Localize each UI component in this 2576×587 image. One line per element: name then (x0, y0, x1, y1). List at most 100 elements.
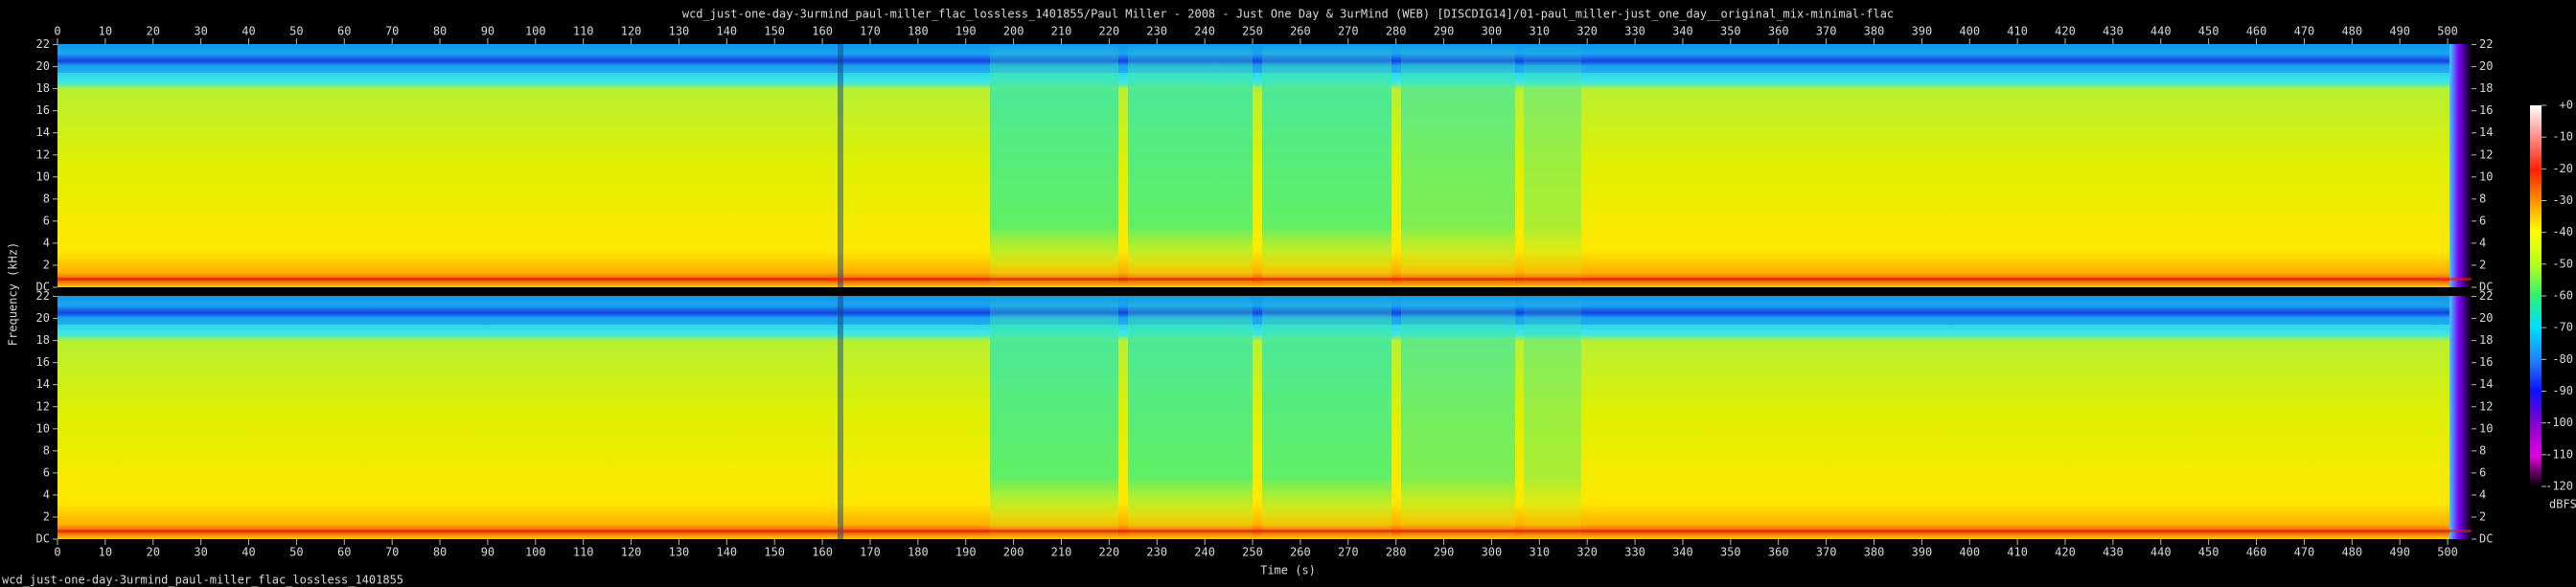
x-tick-label: 40 (242, 546, 255, 559)
x-tick-label: 70 (385, 25, 399, 38)
y-tick-label: 8 (2479, 443, 2486, 457)
y-tick-label: 20 (36, 59, 50, 73)
x-tick-label: 90 (481, 546, 494, 559)
x-tick-label: 70 (385, 546, 399, 559)
x-tick-label: 200 (1003, 25, 1024, 38)
x-tick-label: 290 (1434, 25, 1455, 38)
x-tick-label: 210 (1051, 25, 1072, 38)
colorbar-label: dBFS (2549, 498, 2576, 511)
x-tick-label: 400 (1959, 546, 1980, 559)
x-tick-label: 80 (433, 546, 447, 559)
y-tick-label: 4 (2479, 487, 2486, 501)
x-tick-label: 320 (1576, 25, 1598, 38)
colorbar-tick-label: -30 (2552, 193, 2573, 207)
y-tick-label: 10 (2479, 421, 2493, 435)
y-tick-label: 22 (36, 289, 50, 303)
x-tick-label: 440 (2150, 25, 2172, 38)
x-tick-label: 380 (1864, 546, 1885, 559)
x-tick-label: 490 (2389, 25, 2410, 38)
x-tick-label: 240 (1194, 546, 1215, 559)
y-tick-label: 14 (2479, 377, 2493, 391)
x-tick-label: 60 (337, 546, 351, 559)
x-tick-label: 100 (525, 25, 546, 38)
x-tick-label: 360 (1768, 546, 1789, 559)
x-tick-label: 260 (1290, 25, 1311, 38)
y-tick-label: 2 (43, 258, 50, 271)
x-tick-label: 120 (621, 546, 642, 559)
x-tick-label: 300 (1482, 25, 1503, 38)
x-tick-label: 180 (908, 25, 929, 38)
x-tick-label: 50 (289, 546, 303, 559)
y-tick-label: 18 (36, 81, 50, 95)
colorbar (2530, 105, 2542, 486)
y-tick-label: 12 (2479, 399, 2493, 413)
y-tick-label: 6 (43, 214, 50, 227)
x-tick-label: 180 (908, 546, 929, 559)
colorbar-tick-label: -90 (2552, 384, 2573, 397)
x-tick-label: 140 (716, 546, 737, 559)
y-tick-label: 14 (36, 125, 50, 139)
y-tick-label: 20 (36, 311, 50, 325)
x-tick-label: 450 (2198, 546, 2220, 559)
y-tick-label: 18 (2479, 333, 2493, 347)
x-tick-label: 100 (525, 546, 546, 559)
colorbar-tick-label: -70 (2552, 321, 2573, 334)
y-tick-label: DC (2479, 532, 2493, 546)
x-tick-label: 430 (2103, 25, 2124, 38)
x-tick-label: 280 (1386, 25, 1407, 38)
x-tick-label: 250 (1242, 546, 1263, 559)
x-tick-label: 50 (289, 25, 303, 38)
x-tick-label: 340 (1672, 25, 1693, 38)
y-tick-label: 6 (43, 465, 50, 479)
x-tick-label: 400 (1959, 25, 1980, 38)
x-tick-label: 200 (1003, 546, 1024, 559)
x-tick-label: 10 (99, 25, 112, 38)
x-tick-label: 0 (54, 25, 60, 38)
x-tick-label: 490 (2389, 546, 2410, 559)
y-tick-label: 22 (2479, 289, 2493, 303)
colorbar-tick-label: -120 (2545, 480, 2573, 493)
x-tick-label: 350 (1720, 25, 1741, 38)
y-axis-label: Frequency (kHz) (7, 242, 20, 346)
y-tick-label: 16 (36, 103, 50, 117)
x-tick-label: 470 (2294, 25, 2315, 38)
x-tick-label: 140 (716, 25, 737, 38)
colorbar-tick-label: -80 (2552, 352, 2573, 366)
x-tick-label: 310 (1529, 546, 1550, 559)
y-tick-label: 16 (36, 355, 50, 369)
x-tick-label: 390 (1912, 546, 1933, 559)
x-tick-label: 460 (2246, 546, 2267, 559)
x-tick-label: 80 (433, 25, 447, 38)
y-tick-label: DC (36, 532, 50, 546)
x-tick-label: 160 (812, 25, 833, 38)
x-tick-label: 480 (2341, 25, 2362, 38)
x-tick-label: 190 (955, 546, 977, 559)
x-tick-label: 90 (481, 25, 494, 38)
y-tick-label: 2 (43, 509, 50, 523)
x-tick-label: 450 (2198, 25, 2220, 38)
x-tick-label: 500 (2437, 546, 2458, 559)
title: wcd_just-one-day-3urmind_paul-miller_fla… (682, 8, 1894, 21)
x-tick-label: 300 (1482, 546, 1503, 559)
x-tick-label: 170 (860, 546, 881, 559)
x-tick-label: 280 (1386, 546, 1407, 559)
y-tick-label: 4 (43, 236, 50, 249)
x-tick-label: 30 (194, 546, 207, 559)
y-tick-label: 20 (2479, 59, 2493, 73)
x-tick-label: 150 (764, 546, 785, 559)
x-tick-label: 170 (860, 25, 881, 38)
y-tick-label: 22 (36, 37, 50, 51)
x-tick-label: 190 (955, 25, 977, 38)
x-tick-label: 30 (194, 25, 207, 38)
x-tick-label: 310 (1529, 25, 1550, 38)
x-tick-label: 410 (2007, 546, 2028, 559)
x-tick-label: 330 (1624, 25, 1645, 38)
x-tick-label: 240 (1194, 25, 1215, 38)
y-tick-label: 14 (2479, 125, 2493, 139)
footer: wcd_just-one-day-3urmind_paul-miller_fla… (2, 574, 403, 587)
x-tick-label: 120 (621, 25, 642, 38)
colorbar-tick-label: +0 (2560, 99, 2573, 112)
colorbar-tick-label: -60 (2552, 289, 2573, 303)
x-tick-label: 60 (337, 25, 351, 38)
y-tick-label: 8 (43, 192, 50, 205)
